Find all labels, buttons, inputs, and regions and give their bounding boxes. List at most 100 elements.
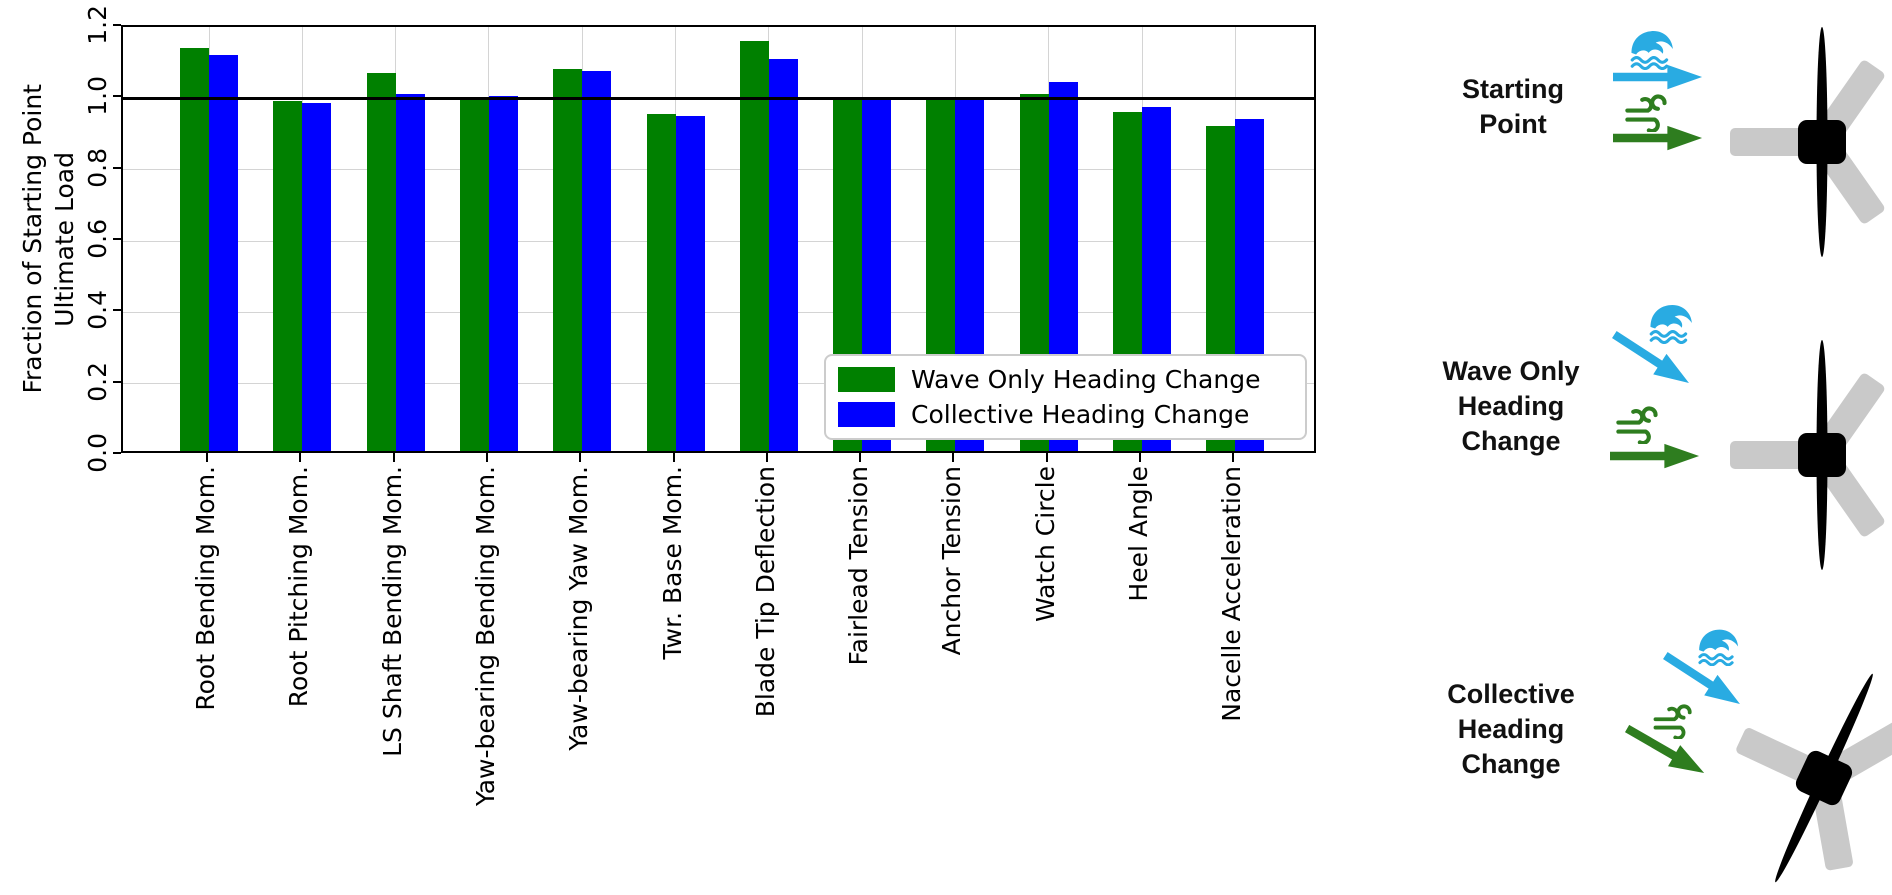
scenario-label-line: Starting xyxy=(1461,74,1564,104)
y-tick-label-text: 0.4 xyxy=(83,290,112,331)
x-tick-label-text: Heel Angle xyxy=(1124,466,1153,602)
scenario-label-line: Change xyxy=(1461,749,1561,780)
scenario-label-line: Change xyxy=(1461,426,1561,457)
h-gridline xyxy=(123,383,1314,385)
x-tick-label: Yaw-bearing Bending Mom. xyxy=(471,466,500,810)
y-tick-mark xyxy=(113,452,121,454)
x-tick-label-text: Yaw-bearing Yaw Mom. xyxy=(564,466,594,751)
x-tick-label-text: Fairlead Tension xyxy=(844,466,874,666)
x-tick-label-text: Root Bending Mom. xyxy=(191,466,220,711)
h-gridline xyxy=(123,169,1314,171)
x-tick-label-text: Root Pitching Mom. xyxy=(284,466,314,708)
bar-wave-only-6 xyxy=(739,40,769,451)
wind-icon xyxy=(1651,704,1698,740)
x-tick-label: LS Shaft Bending Mom. xyxy=(378,466,407,761)
x-tick-mark xyxy=(672,453,675,462)
x-tick-label: Anchor Tension xyxy=(937,466,966,659)
y-tick-label-text: 1.2 xyxy=(83,5,112,45)
scenario-label-1: Wave Only Heading Change xyxy=(1371,354,1651,459)
turbine-top-view xyxy=(1681,622,1892,895)
bar-wave-only-4 xyxy=(553,69,583,451)
turbine-top-view xyxy=(1722,330,1892,580)
x-tick-label: Twr. Base Mom. xyxy=(658,466,687,663)
legend-swatch xyxy=(838,401,895,427)
bar-collective-6 xyxy=(768,58,798,451)
y-tick-label-text: 0.0 xyxy=(83,433,112,473)
scenario-label-line: Collective xyxy=(1447,679,1575,709)
x-tick-label: Blade Tip Deflection xyxy=(751,466,780,721)
scenario-label-0: Starting Point xyxy=(1373,72,1653,142)
wind-direction-arrow xyxy=(1613,124,1703,152)
y-tick-mark xyxy=(113,95,121,98)
y-tick-mark xyxy=(113,309,121,312)
wave-icon xyxy=(1694,627,1741,667)
y-axis-label-text1: Fraction of Starting Point xyxy=(17,84,47,394)
bar-collective-3 xyxy=(488,96,518,451)
x-tick-label: Yaw-bearing Yaw Mom. xyxy=(564,466,593,755)
reference-line-1.0 xyxy=(123,96,1314,100)
x-tick-label-text: Watch Circle xyxy=(1030,466,1060,622)
x-tick-mark xyxy=(952,453,955,462)
y-tick-label-text: 0.6 xyxy=(83,219,112,259)
wave-direction-arrow xyxy=(1607,323,1698,396)
bar-collective-0 xyxy=(209,55,238,451)
x-tick-mark xyxy=(392,453,395,462)
wave-direction-arrow xyxy=(1658,644,1749,717)
legend-label: Wave Only Heading Change xyxy=(911,365,1261,395)
x-tick-mark xyxy=(579,453,582,462)
plot-area: Wave Only Heading Change Collective Headi… xyxy=(121,25,1316,453)
x-tick-mark xyxy=(206,453,208,462)
y-tick-label-text: 0.2 xyxy=(83,361,112,402)
wind-icon xyxy=(1622,94,1674,134)
x-tick-label-text: Yaw-bearing Bending Mom. xyxy=(470,466,500,807)
h-gridline xyxy=(123,311,1314,313)
turbine-top-view xyxy=(1722,17,1892,267)
y-axis-label-line1: Fraction of Starting Point xyxy=(16,25,48,453)
scenario-label-line: Wave Only xyxy=(1442,356,1580,386)
x-tick-label: Nacelle Acceleration xyxy=(1217,466,1246,726)
y-tick-mark xyxy=(113,238,121,240)
h-gridline xyxy=(123,240,1314,242)
y-tick-mark xyxy=(113,166,121,169)
x-tick-mark xyxy=(299,453,302,462)
wind-direction-arrow xyxy=(1620,716,1712,785)
x-tick-label-text: Anchor Tension xyxy=(937,466,967,656)
scenario-label-line: Heading xyxy=(1457,391,1565,422)
bar-collective-5 xyxy=(675,115,705,451)
wind-icon xyxy=(1613,406,1665,446)
x-tick-label-text: Twr. Base Mom. xyxy=(657,466,687,660)
y-axis-label-text2: Ultimate Load xyxy=(49,151,79,327)
wave-direction-arrow xyxy=(1613,63,1703,91)
y-tick-mark xyxy=(113,24,121,26)
y-tick-label-text: 0.8 xyxy=(83,147,112,188)
x-tick-mark xyxy=(1045,453,1048,462)
x-tick-mark xyxy=(765,453,768,462)
x-tick-label-text: Blade Tip Deflection xyxy=(750,466,780,718)
scenario-label-line: Heading xyxy=(1457,714,1565,745)
legend-row: Wave Only Heading Change xyxy=(838,365,1293,394)
scenario-label-2: Collective Heading Change xyxy=(1371,677,1651,782)
x-tick-mark xyxy=(1232,453,1235,462)
bar-wave-only-2 xyxy=(366,72,396,451)
bar-wave-only-3 xyxy=(459,97,489,451)
x-tick-label: Root Bending Mom. xyxy=(191,466,220,715)
wave-icon xyxy=(1645,302,1695,345)
x-tick-label-text: Nacelle Acceleration xyxy=(1217,466,1247,722)
x-tick-mark xyxy=(485,453,488,462)
x-tick-label: Fairlead Tension xyxy=(844,466,873,669)
scenario-label-line: Point xyxy=(1479,109,1547,140)
bar-wave-only-0 xyxy=(180,47,209,451)
x-tick-label-text: LS Shaft Bending Mom. xyxy=(377,466,407,757)
bar-collective-1 xyxy=(302,103,332,451)
x-tick-mark xyxy=(859,453,862,462)
bar-wave-only-5 xyxy=(646,113,676,451)
legend-swatch xyxy=(838,367,895,393)
x-tick-mark xyxy=(1139,453,1141,462)
bar-collective-4 xyxy=(582,71,612,451)
x-tick-label: Root Pitching Mom. xyxy=(284,466,313,711)
y-tick-mark xyxy=(113,380,121,383)
wind-direction-arrow xyxy=(1610,442,1700,470)
x-tick-label: Watch Circle xyxy=(1031,466,1060,626)
legend-label: Collective Heading Change xyxy=(911,399,1250,429)
